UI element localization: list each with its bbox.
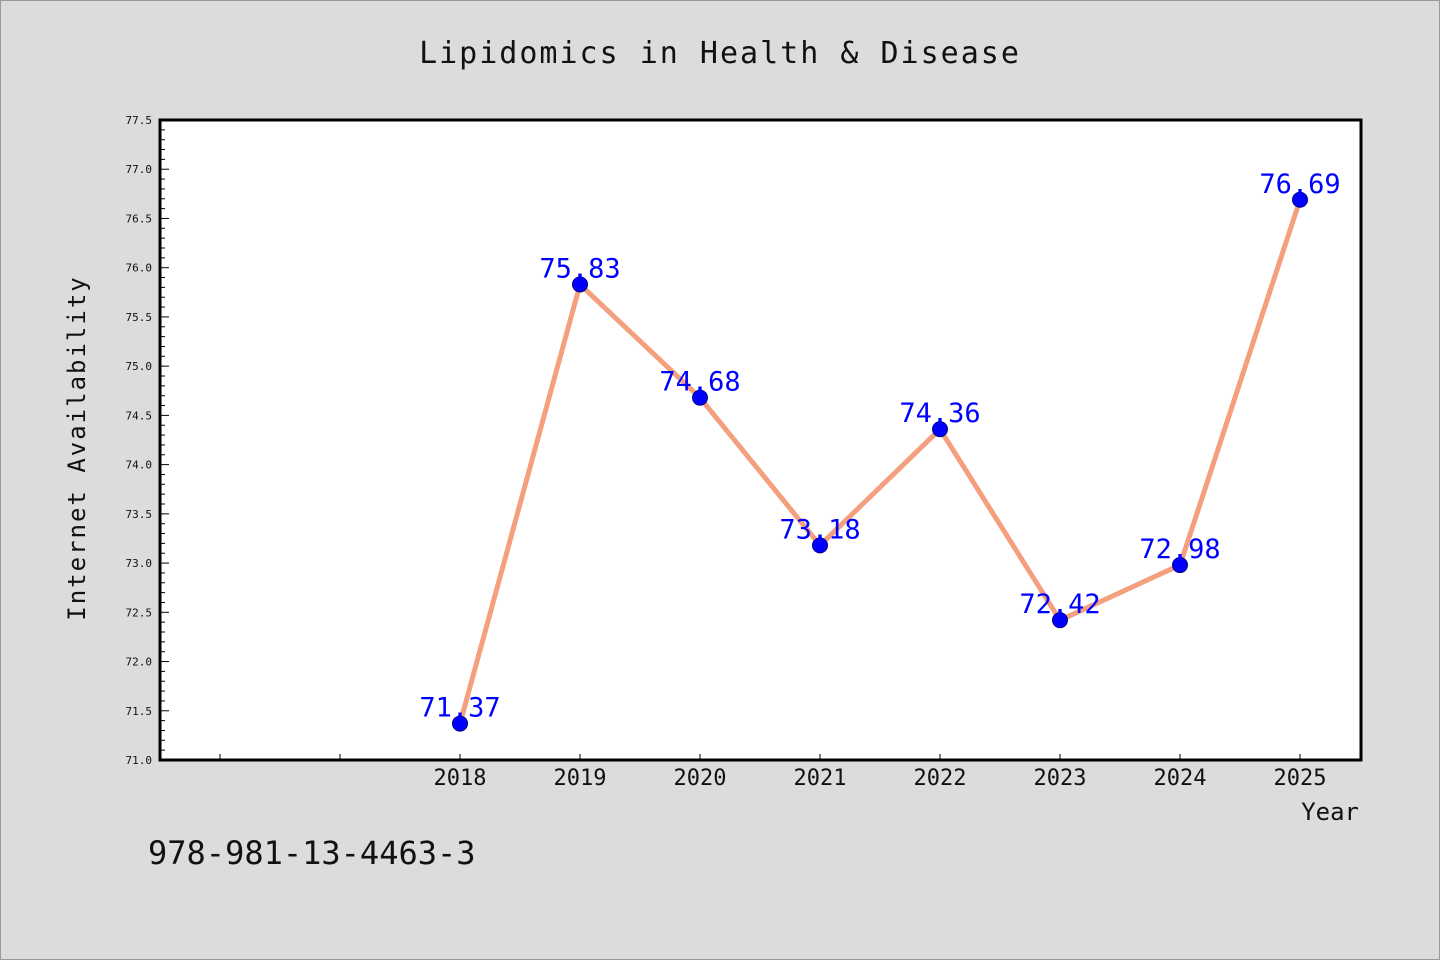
x-tick-label: 2020	[674, 766, 727, 791]
plot-border	[158, 118, 1363, 762]
x-tick-label: 2022	[914, 766, 967, 791]
y-tick-label: 71.5	[126, 705, 153, 718]
x-axis-label: Year	[1301, 798, 1359, 826]
data-point	[572, 276, 588, 293]
y-tick-label: 71.0	[126, 754, 153, 767]
data-label: 74.68	[659, 367, 740, 398]
data-label: 72.42	[1019, 589, 1100, 620]
x-tick-label: 2019	[554, 766, 607, 791]
x-tick-label: 2018	[434, 766, 487, 791]
y-tick-label: 74.5	[126, 409, 153, 422]
plot-area	[160, 120, 1361, 760]
data-point	[812, 537, 828, 554]
x-tick-label: 2021	[794, 766, 847, 791]
data-point	[1292, 191, 1308, 208]
y-tick-label: 73.0	[126, 557, 153, 570]
x-tick-label: 2024	[1154, 766, 1207, 791]
data-point	[932, 421, 948, 438]
series-line	[457, 198, 1303, 725]
x-axis-ticks: 2018 2019 2020 2021 2022 2023 2024 2025	[219, 754, 1327, 791]
x-tick-label: 2023	[1034, 766, 1087, 791]
y-tick-label: 74.0	[126, 459, 153, 472]
y-axis-label: Internet Availability	[63, 275, 91, 620]
chart-title: Lipidomics in Health & Disease	[419, 36, 1021, 71]
y-tick-label: 73.5	[126, 508, 153, 521]
y-tick-label: 76.5	[126, 212, 153, 225]
y-tick-label: 72.5	[126, 606, 153, 619]
data-point	[1172, 557, 1188, 574]
data-label: 71.37	[419, 693, 500, 724]
y-tick-label: 77.5	[126, 114, 153, 127]
data-point	[452, 715, 468, 732]
series-group: 71.37 75.83 74.68 73.18 74.36 72.42 72.98 76.69	[419, 169, 1341, 732]
data-label: 74.36	[899, 398, 980, 429]
y-axis-ticks: 71.0 71.5 72.0 72.5 73.0 73.5 74.0 74.5 75.0 75.5…	[126, 114, 169, 767]
data-label: 75.83	[539, 253, 620, 284]
y-tick-label: 75.5	[126, 311, 153, 324]
data-point	[692, 389, 708, 406]
y-tick-label: 76.0	[126, 262, 153, 275]
data-label: 72.98	[1139, 534, 1220, 565]
data-label: 73.18	[779, 514, 860, 545]
y-tick-label: 72.0	[126, 656, 153, 669]
data-point	[1052, 612, 1068, 629]
data-label: 76.69	[1259, 169, 1340, 200]
x-tick-label: 2025	[1274, 766, 1327, 791]
isbn-text: 978-981-13-4463-3	[148, 834, 476, 872]
y-tick-label: 75.0	[126, 360, 153, 373]
y-tick-label: 77.0	[126, 163, 153, 176]
